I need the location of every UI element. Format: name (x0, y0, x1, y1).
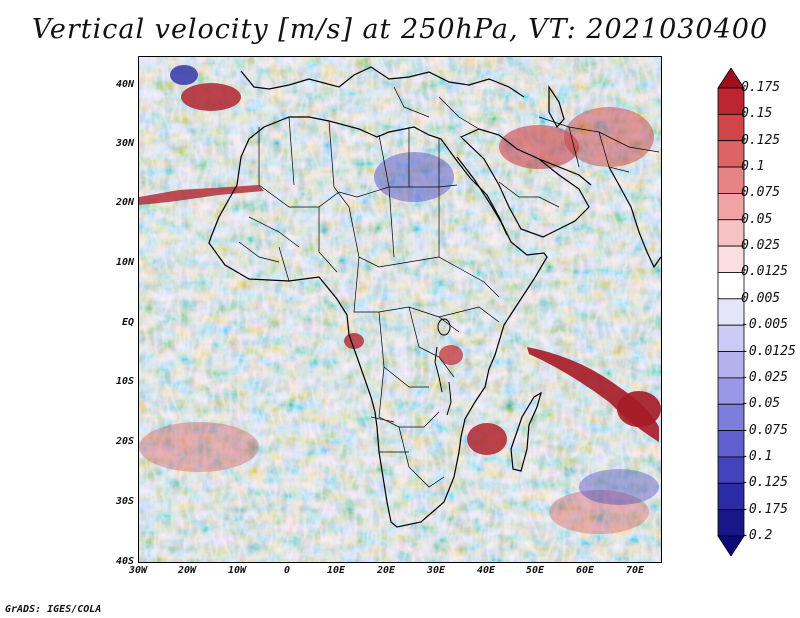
colorbar-segment (717, 245, 745, 273)
caspian (548, 85, 565, 129)
lon-tick: 10W (227, 565, 247, 576)
lat-tick: 10S (115, 376, 134, 387)
lon-tick: 70E (625, 565, 645, 576)
updraft-congo (344, 333, 364, 349)
lakes (434, 318, 452, 416)
updraft-south-indian (549, 490, 649, 534)
colorbar-segment (717, 87, 745, 115)
colorbar-segment (717, 456, 745, 484)
colorbar-label: -0.025 (741, 369, 788, 385)
lat-tick: EQ (121, 317, 134, 328)
colorbar-label: -0.125 (741, 475, 788, 491)
colorbar-segment (717, 166, 745, 194)
lat-tick: 40N (115, 79, 134, 90)
updraft-south-atlantic (139, 422, 259, 472)
colorbar-label: -0.2 (741, 528, 773, 543)
colorbar-label: -0.175 (741, 501, 788, 517)
chart-title: Vertical velocity [m/s] at 250hPa, VT: 2… (31, 14, 769, 45)
colorbar-segment (717, 193, 745, 221)
lon-tick: 40E (476, 565, 496, 576)
lon-tick: 30W (128, 565, 148, 576)
colorbar-label: -0.05 (741, 396, 781, 412)
lon-tick: 0 (283, 565, 291, 576)
colorbar-segment (717, 324, 745, 352)
colorbar-label: 0.025 (741, 238, 781, 254)
arabia (459, 128, 590, 238)
madagascar (510, 391, 542, 472)
lat-tick: 10N (115, 257, 134, 268)
colorbar-segment (717, 272, 745, 300)
updraft-east-africa (439, 345, 463, 365)
updraft-mozambique-channel (467, 423, 507, 455)
lat-tick: 30S (115, 496, 134, 507)
red-sea (456, 156, 508, 236)
vertical-velocity-field (139, 57, 661, 562)
colorbar-label: -0.1 (741, 448, 773, 464)
colorbar-label: 0.0125 (741, 264, 788, 280)
downdraft-south-indian (579, 469, 659, 505)
lon-tick: 20E (376, 565, 396, 576)
updraft-north-atlantic (181, 83, 241, 111)
colorbar-label: -0.075 (741, 422, 788, 438)
lat-tick: 20S (115, 436, 134, 447)
colorbar-label: 0.1 (741, 159, 765, 175)
updraft-indian-ocean (527, 347, 659, 442)
downdraft-sahara (374, 152, 454, 202)
lon-tick: 60E (575, 565, 595, 576)
colorbar-label: 0.125 (741, 132, 781, 148)
colorbar-segment (717, 482, 745, 511)
persian-gulf (538, 158, 592, 186)
colorbar (717, 68, 745, 556)
colorbar-label: 0.15 (741, 106, 773, 122)
colorbar-segment (717, 351, 745, 379)
colorbar-segment (717, 377, 745, 405)
colorbar-segment (717, 113, 745, 142)
colorbar-segment (717, 140, 745, 168)
coastlines (208, 66, 661, 528)
country-borders (238, 86, 660, 488)
colorbar-segment (717, 535, 745, 556)
colorbar-segment (717, 403, 745, 431)
footer-credit: GrADS: IGES/COLA (5, 604, 102, 615)
updraft-band-west (139, 185, 264, 205)
colorbar-label: 0.05 (741, 211, 773, 227)
lon-tick: 10E (326, 565, 346, 576)
africa-coast (208, 116, 548, 528)
lat-tick: 40S (115, 556, 134, 567)
europe-mediterranean (240, 66, 525, 98)
updraft-indian-ocean-core (617, 391, 661, 427)
lat-tick: 30N (115, 138, 134, 149)
updraft-middle-east (499, 125, 579, 169)
map-panel (138, 56, 662, 563)
lat-tick: 20N (115, 197, 134, 208)
colorbar-segment (717, 298, 745, 326)
lon-tick: 50E (525, 565, 545, 576)
downdraft-north-atlantic (170, 65, 198, 85)
colorbar-label: 0.175 (741, 80, 781, 95)
lon-tick: 30E (426, 565, 446, 576)
colorbar-label: 0.075 (741, 185, 781, 201)
colorbar-label: -0.0125 (741, 343, 796, 359)
lon-tick: 20W (177, 565, 197, 576)
colorbar-segment (717, 219, 745, 247)
colorbar-label: 0.005 (741, 290, 781, 306)
colorbar-label: -0.005 (741, 317, 788, 333)
india (608, 166, 661, 269)
